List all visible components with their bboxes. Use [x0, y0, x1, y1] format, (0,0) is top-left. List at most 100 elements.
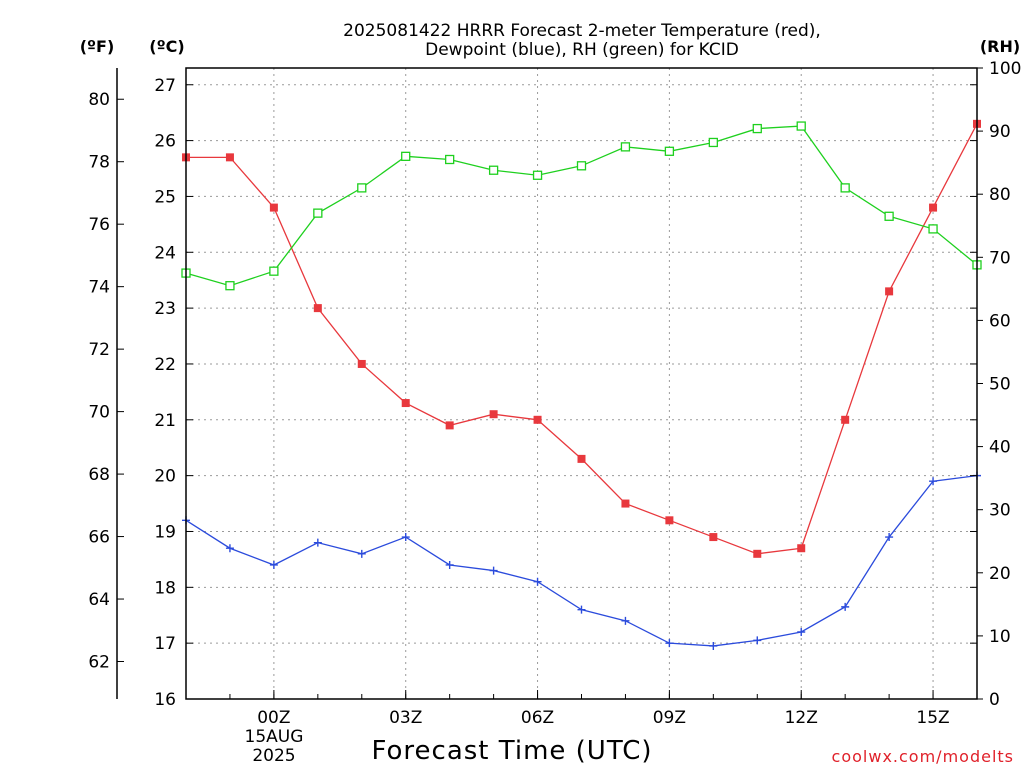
dewpoint-point [753, 636, 762, 645]
temperature-point [489, 410, 498, 419]
rh-tick-label: 80 [989, 185, 1011, 205]
rh-point [532, 170, 543, 180]
temperature-point [445, 421, 454, 430]
dewpoint-point [225, 544, 234, 553]
rh-point [928, 224, 938, 234]
rh-tick-label: 50 [989, 375, 1011, 395]
temperature-point [225, 153, 234, 162]
dewpoint-point [709, 641, 718, 650]
temperature-point [797, 544, 806, 553]
celsius-tick-label: 21 [154, 411, 176, 431]
credit-watermark: coolwx.com/modelts [832, 747, 1014, 766]
celsius-tick-label: 25 [154, 187, 176, 207]
dewpoint-point [533, 577, 542, 586]
celsius-tick-label: 16 [154, 690, 176, 710]
rh-tick-label: 10 [989, 627, 1011, 647]
fahrenheit-tick-label: 72 [88, 340, 110, 360]
rh-tick-label: 70 [989, 248, 1011, 268]
temperature-point [401, 399, 410, 408]
x-tick-label: 06Z [521, 708, 554, 728]
celsius-unit-label: (ºC) [149, 37, 184, 56]
dewpoint-point [621, 616, 630, 625]
rh-tick-label: 0 [989, 690, 1000, 710]
fahrenheit-unit-label: (ºF) [80, 37, 115, 56]
rh-point [357, 183, 367, 193]
chart-text: 2025081422 HRRR Forecast 2-meter Tempera… [80, 21, 1020, 766]
temperature-point [269, 203, 278, 212]
dewpoint-point [357, 549, 366, 558]
chart-title-line-2: Dewpoint (blue), RH (green) for KCID [425, 40, 739, 60]
celsius-tick-label: 18 [154, 578, 176, 598]
dewpoint-point [885, 533, 894, 542]
fahrenheit-tick-label: 64 [88, 590, 110, 610]
x-date-year-label: 2025 [252, 746, 295, 766]
dewpoint-series [182, 471, 981, 650]
temperature-point [577, 454, 586, 463]
rh-point [445, 154, 455, 165]
x-axis-title: Forecast Time (UTC) [371, 736, 652, 766]
dewpoint-point [797, 627, 806, 636]
x-date-day-label: 15AUG [245, 727, 304, 747]
dewpoint-point [269, 560, 278, 569]
chart-title-line-1: 2025081422 HRRR Forecast 2-meter Tempera… [343, 21, 821, 41]
rh-point [884, 211, 894, 221]
rh-tick-label: 30 [989, 501, 1011, 521]
celsius-tick-label: 22 [154, 355, 176, 375]
x-tick-label: 12Z [785, 708, 818, 728]
axes: 16 17 18 19 20 21 22 23 24 25 26 27 62 64 66 68 70 72 74 76… [88, 59, 1021, 728]
dewpoint-point [929, 477, 938, 486]
temperature-point [357, 359, 366, 368]
rh-point [313, 208, 323, 218]
rh-tick-label: 100 [989, 59, 1021, 79]
celsius-tick-label: 20 [154, 467, 176, 487]
rh-point [225, 281, 235, 291]
rh-point [708, 137, 718, 148]
temperature-point [709, 533, 718, 542]
fahrenheit-tick-label: 66 [88, 528, 110, 548]
rh-point [488, 165, 499, 175]
rh-unit-label: (RH) [980, 37, 1020, 56]
rh-point [401, 151, 411, 161]
rh-point [796, 121, 806, 131]
temperature-point [885, 287, 894, 296]
rh-point [840, 183, 850, 193]
rh-point [269, 266, 279, 276]
temperature-point [665, 516, 674, 525]
dewpoint-point [313, 538, 322, 547]
dewpoint-point [401, 533, 410, 542]
celsius-tick-label: 24 [154, 243, 176, 263]
fahrenheit-tick-label: 68 [88, 465, 110, 485]
rh-tick-label: 90 [989, 122, 1011, 142]
series-layer [181, 119, 982, 650]
fahrenheit-tick-label: 80 [88, 90, 110, 110]
x-tick-label: 09Z [653, 708, 686, 728]
celsius-tick-label: 27 [154, 76, 176, 96]
celsius-tick-label: 26 [154, 132, 176, 152]
temperature-point [621, 499, 630, 508]
dewpoint-point [445, 560, 454, 569]
celsius-tick-label: 23 [154, 299, 176, 319]
dewpoint-point [841, 602, 850, 611]
dewpoint-line [185, 474, 978, 647]
fahrenheit-tick-label: 70 [88, 403, 110, 423]
dewpoint-point [665, 639, 674, 648]
fahrenheit-tick-label: 74 [88, 278, 110, 298]
celsius-tick-label: 17 [154, 634, 176, 654]
rh-tick-label: 40 [989, 438, 1011, 458]
fahrenheit-tick-label: 76 [88, 215, 110, 235]
rh-point [576, 161, 587, 171]
rh-tick-label: 60 [989, 311, 1011, 331]
rh-line [185, 125, 978, 287]
temperature-point [753, 549, 762, 558]
fahrenheit-tick-label: 78 [88, 153, 110, 173]
temperature-point [841, 415, 850, 424]
celsius-tick-label: 19 [154, 522, 176, 542]
dewpoint-point [489, 566, 498, 575]
temperature-point [313, 304, 322, 313]
fahrenheit-tick-label: 62 [88, 653, 110, 673]
dewpoint-point [577, 605, 586, 614]
rh-point [752, 123, 762, 134]
x-tick-label: 00Z [257, 708, 290, 728]
temperature-point [533, 415, 542, 424]
temperature-series [182, 119, 981, 558]
